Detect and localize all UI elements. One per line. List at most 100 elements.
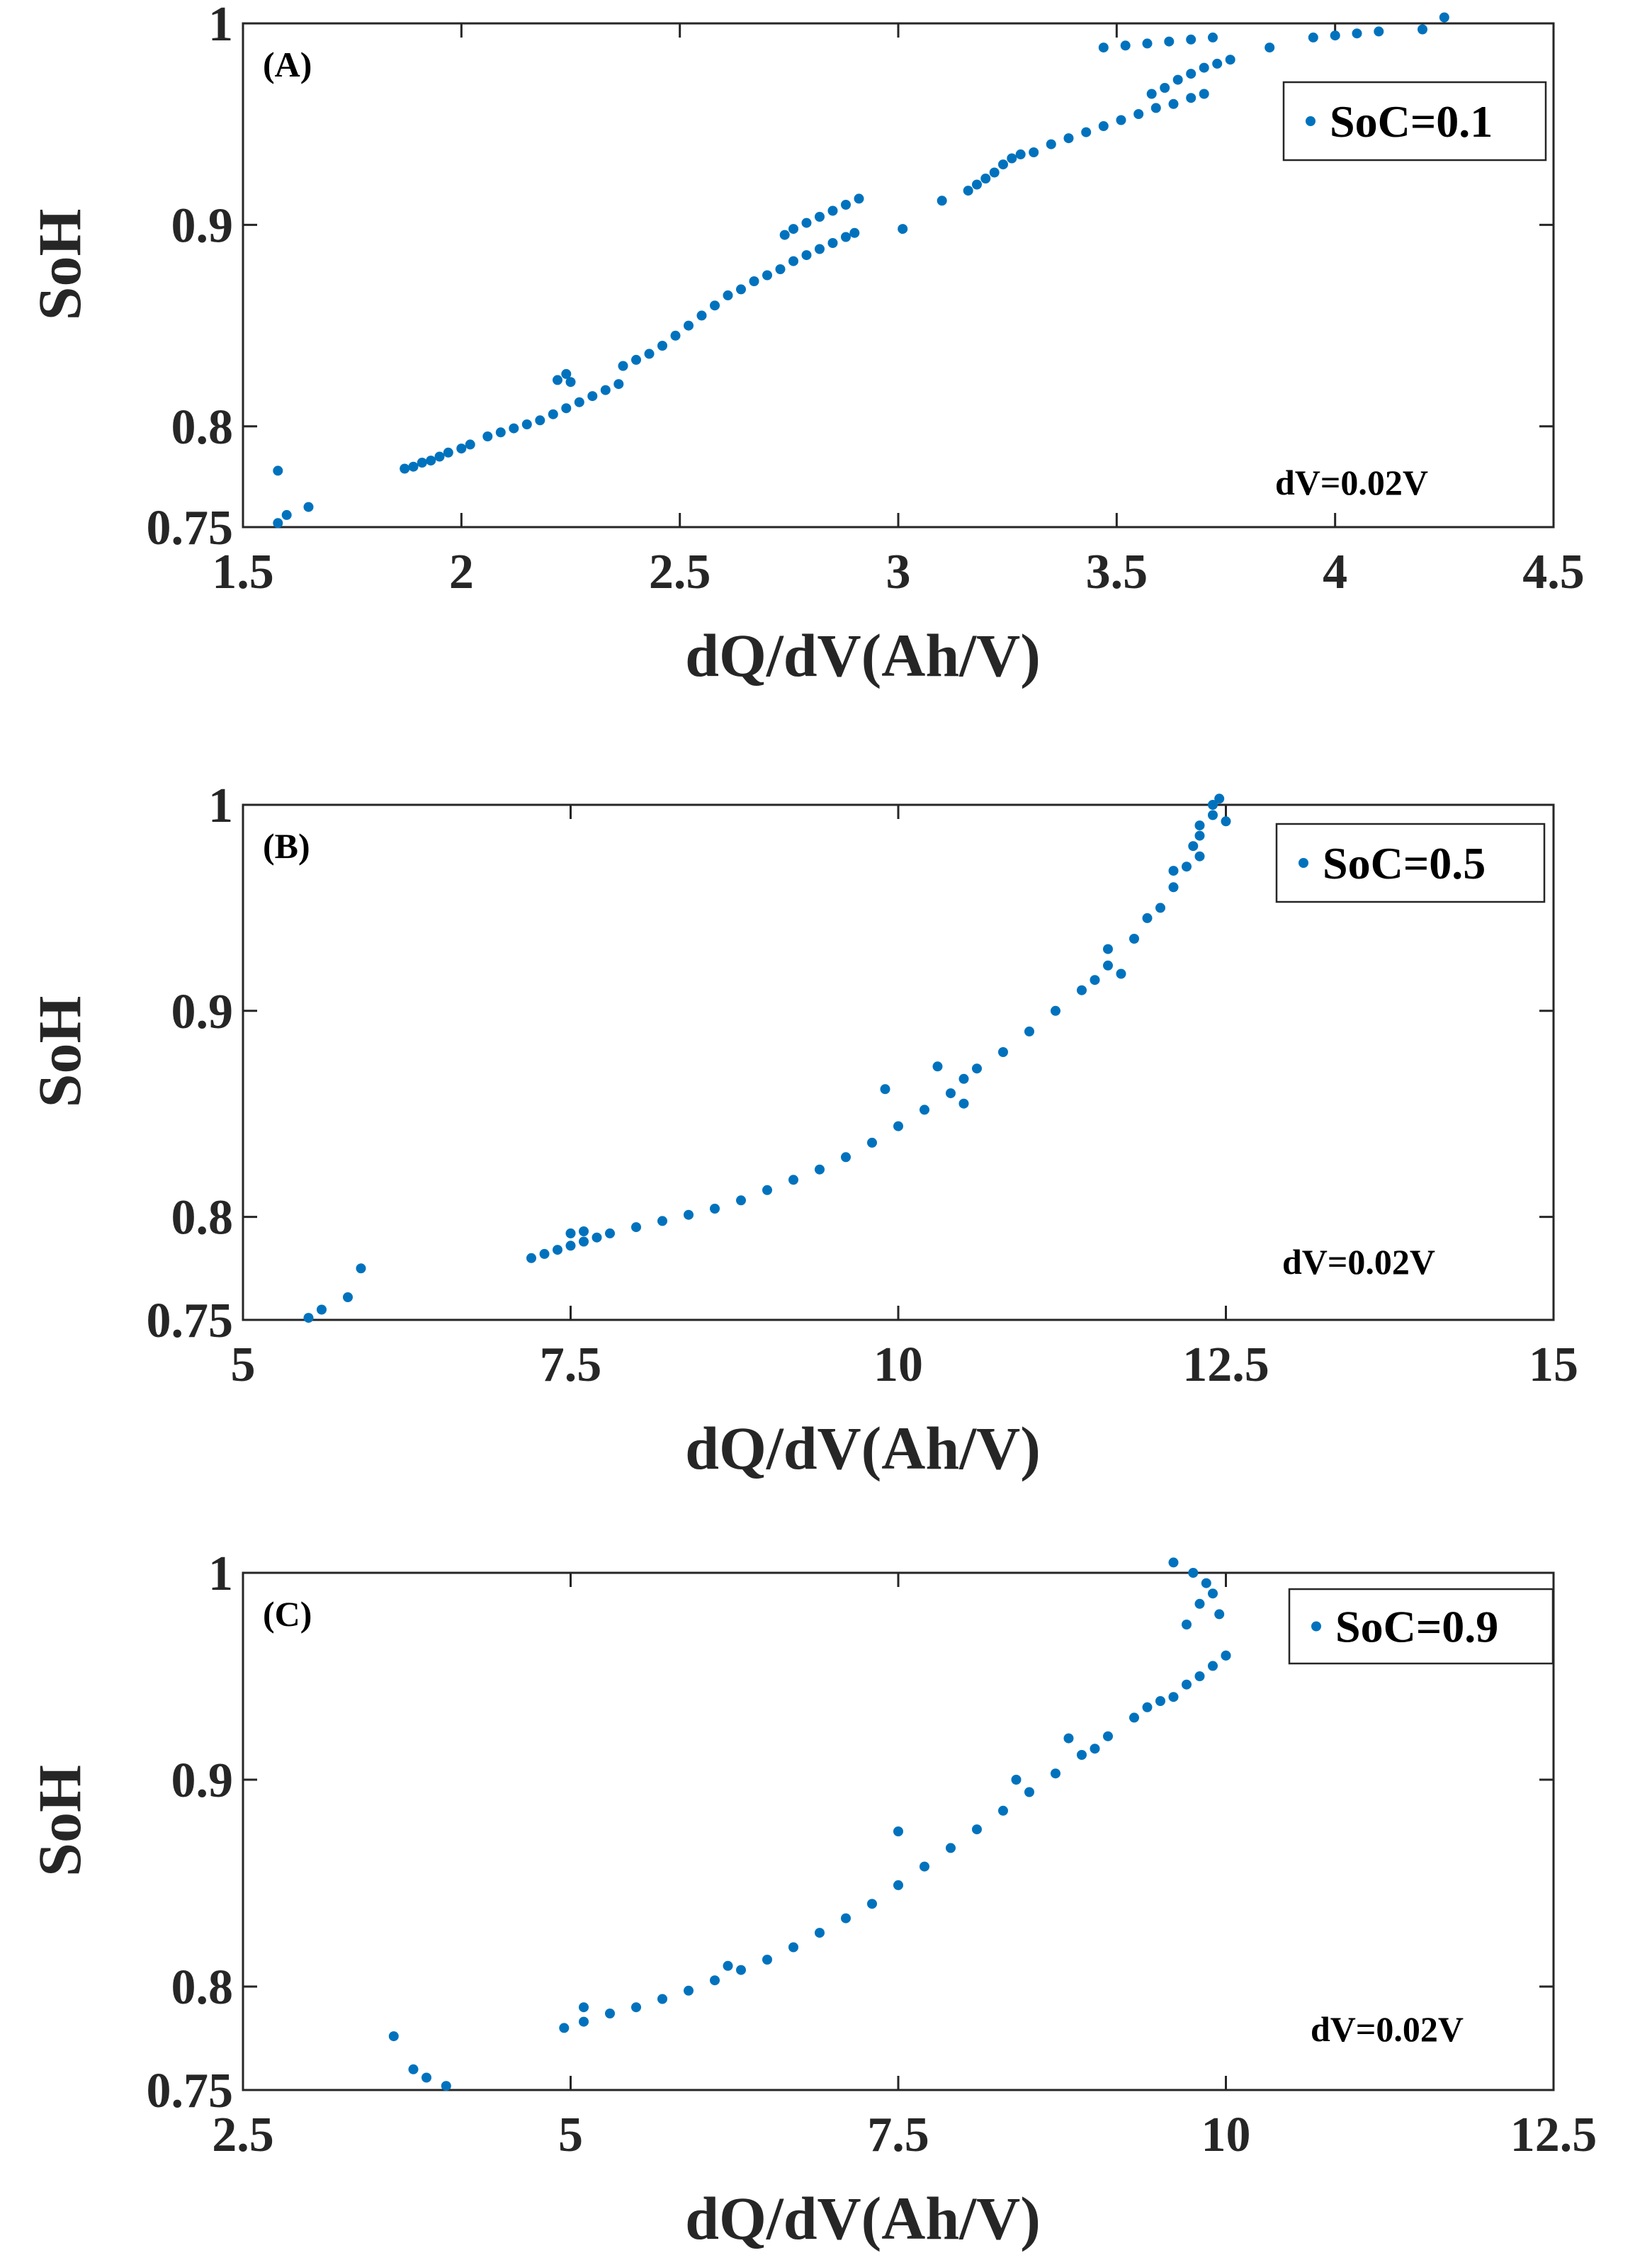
data-point <box>1090 975 1100 985</box>
data-point <box>762 1955 772 1965</box>
data-point <box>1051 1768 1060 1779</box>
data-point <box>317 1304 327 1315</box>
data-point <box>736 284 746 295</box>
data-point <box>1225 55 1235 65</box>
y-tick-label: 1 <box>208 0 233 52</box>
y-tick-label: 0.8 <box>171 1960 234 2015</box>
legend-label: SoC=0.1 <box>1330 96 1493 147</box>
data-point <box>1155 903 1165 913</box>
data-point <box>1168 1557 1179 1568</box>
y-tick-label: 0.8 <box>171 400 234 455</box>
data-point <box>841 1152 851 1163</box>
data-point <box>827 205 838 216</box>
data-point <box>815 212 825 222</box>
data-point <box>1186 93 1196 103</box>
data-point <box>605 1228 615 1238</box>
data-point <box>1046 139 1056 149</box>
data-point <box>1103 944 1113 954</box>
data-point <box>788 1942 798 1953</box>
legend: SoC=0.5 <box>1275 823 1546 903</box>
data-point <box>972 1824 982 1835</box>
y-axis-label: SoH <box>26 1765 94 1877</box>
data-point <box>535 415 545 426</box>
data-point <box>548 409 558 419</box>
x-tick-label: 4.5 <box>1522 545 1585 599</box>
data-point <box>1024 1026 1034 1037</box>
data-point <box>788 224 798 235</box>
panel-label: (A) <box>263 45 312 84</box>
data-point <box>579 1226 589 1236</box>
data-point <box>1186 69 1196 79</box>
x-tick-label: 7.5 <box>867 2108 929 2162</box>
x-tick-label: 4 <box>1323 545 1347 599</box>
data-point <box>1330 30 1340 41</box>
x-tick-label: 7.5 <box>540 1338 602 1392</box>
x-tick-label: 10 <box>873 1338 923 1392</box>
data-point <box>434 451 445 462</box>
data-point <box>998 159 1008 170</box>
data-point <box>1081 127 1092 137</box>
data-point <box>443 447 453 458</box>
data-point <box>388 2031 399 2042</box>
data-point <box>958 1073 969 1084</box>
data-point <box>1182 862 1192 872</box>
data-point <box>1168 882 1179 893</box>
data-point <box>1133 109 1144 119</box>
data-point <box>1374 26 1384 37</box>
data-point <box>1116 968 1126 979</box>
data-point <box>958 1098 969 1109</box>
data-point <box>1194 1671 1205 1681</box>
x-tick-label: 2 <box>449 545 474 599</box>
panel-a: 1.5 2 2.5 3 3.5 4 4.5 0.75 0.8 0.9 1 dQ/dV(Ah/V) SoH… <box>26 0 1585 689</box>
data-point <box>898 224 908 235</box>
y-tick-label: 1 <box>208 1547 233 1601</box>
data-point <box>684 320 694 331</box>
data-point <box>631 354 641 365</box>
x-axis-label: dQ/dV(Ah/V) <box>685 1414 1041 1482</box>
dv-annotation: dV=0.02V <box>1275 463 1428 502</box>
data-point <box>343 1292 353 1302</box>
data-point <box>644 349 655 359</box>
legend-box <box>1288 1588 1554 1665</box>
data-point <box>441 2081 451 2091</box>
data-point <box>801 250 812 261</box>
data-point <box>841 200 851 210</box>
data-point <box>1199 89 1209 99</box>
data-point <box>972 1063 982 1074</box>
data-point <box>579 1236 589 1247</box>
data-point <box>1194 820 1205 831</box>
data-point <box>723 290 733 300</box>
data-point <box>574 397 584 407</box>
data-point <box>1029 147 1039 157</box>
data-point <box>775 264 786 274</box>
data-point <box>1208 32 1218 43</box>
legend: SoC=0.9 <box>1288 1588 1554 1665</box>
data-point <box>779 230 790 240</box>
data-point <box>631 1222 641 1233</box>
data-point <box>1142 38 1153 49</box>
data-point <box>946 1088 956 1099</box>
data-point <box>509 423 519 434</box>
data-point <box>422 2072 431 2083</box>
x-axis-label: dQ/dV(Ah/V) <box>685 2184 1041 2252</box>
data-point <box>1182 1679 1192 1690</box>
data-point <box>1051 1005 1060 1016</box>
data-point <box>946 1843 956 1853</box>
data-point <box>1212 58 1223 69</box>
data-point <box>553 375 562 385</box>
data-point <box>920 1861 929 1872</box>
data-point <box>561 368 572 379</box>
data-point <box>841 232 851 242</box>
data-point <box>1120 40 1131 51</box>
dv-annotation: dV=0.02V <box>1311 2009 1464 2049</box>
data-point <box>482 431 493 441</box>
data-point <box>670 330 681 341</box>
data-point <box>657 1994 667 2004</box>
data-point <box>1168 1692 1179 1702</box>
data-point <box>1172 74 1183 85</box>
y-tick-label: 0.8 <box>171 1191 234 1246</box>
data-point <box>281 509 292 520</box>
data-point <box>539 1248 550 1259</box>
x-tick-label: 2.5 <box>212 2108 274 2162</box>
x-axis-label: dQ/dV(Ah/V) <box>685 621 1041 689</box>
